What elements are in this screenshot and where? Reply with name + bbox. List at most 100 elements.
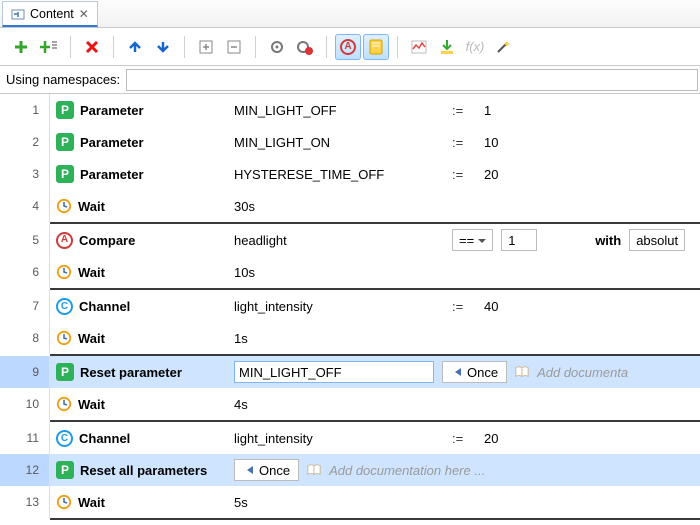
channel-icon: C: [56, 298, 73, 315]
param-name[interactable]: 5s: [234, 495, 444, 510]
clock-icon: [56, 396, 72, 412]
sequence-row[interactable]: 2PParameterMIN_LIGHT_ON:=10: [0, 126, 700, 158]
sequence-row[interactable]: 8 Wait 1s: [0, 322, 700, 354]
command-cell[interactable]: Wait: [56, 198, 226, 214]
parameter-icon: P: [56, 363, 74, 381]
skip-left-icon: [243, 464, 255, 476]
sequence-row[interactable]: 10 Wait 4s: [0, 388, 700, 420]
add-button[interactable]: [8, 34, 34, 60]
value-cell[interactable]: 10: [484, 135, 524, 150]
sequence-row[interactable]: 4Wait30s: [0, 190, 700, 222]
doc-placeholder[interactable]: Add documenta: [537, 365, 628, 380]
download-button[interactable]: [434, 34, 460, 60]
content-tab[interactable]: Content ✕: [2, 1, 98, 27]
value-cell[interactable]: 1: [484, 103, 524, 118]
move-down-button[interactable]: [150, 34, 176, 60]
command-cell[interactable]: Wait: [56, 494, 226, 510]
book-icon: [515, 365, 529, 379]
param-name[interactable]: HYSTERESE_TIME_OFF: [234, 167, 444, 182]
clock-icon: [56, 198, 72, 214]
namespaces-input[interactable]: [126, 69, 698, 91]
settings-button[interactable]: [264, 34, 290, 60]
toolbar: A f(x): [0, 28, 700, 66]
fx-button[interactable]: f(x): [462, 34, 488, 60]
value-cell[interactable]: 20: [484, 167, 524, 182]
row-number: 13: [0, 486, 50, 518]
param-name[interactable]: 30s: [234, 199, 444, 214]
sequence-row[interactable]: 12 PReset all parameters Once Add documenta…: [0, 454, 700, 486]
parameter-icon: P: [56, 101, 74, 119]
remove-button[interactable]: [221, 34, 247, 60]
command-label: Wait: [78, 265, 105, 280]
sequence-row[interactable]: 7CChannellight_intensity:=40: [0, 290, 700, 322]
row-number: 11: [0, 422, 50, 454]
command-cell[interactable]: PReset all parameters: [56, 461, 226, 479]
row-number: 1: [0, 94, 50, 126]
param-name[interactable]: 1s: [234, 331, 444, 346]
command-cell[interactable]: C Channel: [56, 298, 226, 315]
delete-button[interactable]: [79, 34, 105, 60]
sequence-row[interactable]: 11 CChannel light_intensity := 20: [0, 422, 700, 454]
param-name[interactable]: 10s: [234, 265, 444, 280]
operator-dropdown[interactable]: ==: [452, 229, 493, 251]
command-cell[interactable]: Wait: [56, 330, 226, 346]
with-value-field[interactable]: absolut: [629, 229, 685, 251]
compare-value-field[interactable]: 1: [501, 229, 537, 251]
editor-tab-bar: Content ✕: [0, 0, 700, 28]
param-name[interactable]: 4s: [234, 397, 444, 412]
command-cell[interactable]: Wait: [56, 396, 226, 412]
command-label: Channel: [79, 299, 130, 314]
param-name[interactable]: MIN_LIGHT_ON: [234, 135, 444, 150]
sequence-grid: 1PParameterMIN_LIGHT_OFF:=12PParameterMI…: [0, 94, 700, 520]
insert-button[interactable]: [193, 34, 219, 60]
parameter-icon: P: [56, 165, 74, 183]
sequence-row[interactable]: 5ACompareheadlight==1withabsolut: [0, 224, 700, 256]
row-number: 6: [0, 256, 50, 288]
command-cell[interactable]: CChannel: [56, 430, 226, 447]
sequence-row[interactable]: 6 Wait 10s: [0, 256, 700, 288]
notebook-button[interactable]: [363, 34, 389, 60]
wizard-button[interactable]: [490, 34, 516, 60]
move-up-button[interactable]: [122, 34, 148, 60]
value-cell[interactable]: 40: [484, 299, 524, 314]
namespaces-label: Using namespaces:: [6, 72, 120, 87]
sequence-row[interactable]: 9PReset parameterMIN_LIGHT_OFFOnceAdd do…: [0, 356, 700, 388]
param-name[interactable]: MIN_LIGHT_OFF: [234, 103, 444, 118]
assign-op: :=: [452, 431, 476, 446]
once-button[interactable]: Once: [234, 459, 299, 481]
row-number: 10: [0, 388, 50, 420]
row-number: 12: [0, 454, 50, 486]
command-cell[interactable]: PReset parameter: [56, 363, 226, 381]
clock-icon: [56, 494, 72, 510]
row-number: 8: [0, 322, 50, 354]
command-cell[interactable]: PParameter: [56, 133, 226, 151]
param-name[interactable]: light_intensity: [234, 431, 444, 446]
value-cell[interactable]: 20: [484, 431, 524, 446]
once-button[interactable]: Once: [442, 361, 507, 383]
close-tab-icon[interactable]: ✕: [79, 7, 89, 21]
add-sequence-button[interactable]: [36, 34, 62, 60]
param-name[interactable]: headlight: [234, 233, 444, 248]
sequence-row[interactable]: 13 Wait 5s: [0, 486, 700, 518]
clock-icon: [56, 264, 72, 280]
command-cell[interactable]: Wait: [56, 264, 226, 280]
sequence-row[interactable]: 1PParameterMIN_LIGHT_OFF:=1: [0, 94, 700, 126]
content-tab-label: Content: [30, 7, 74, 21]
command-label: Reset all parameters: [80, 463, 207, 478]
sequence-row[interactable]: 3PParameterHYSTERESE_TIME_OFF:=20: [0, 158, 700, 190]
command-cell[interactable]: ACompare: [56, 232, 226, 249]
channel-icon: C: [56, 430, 73, 447]
doc-placeholder[interactable]: Add documentation here ...: [329, 463, 485, 478]
compare-mode-button[interactable]: A: [335, 34, 361, 60]
command-cell[interactable]: PParameter: [56, 101, 226, 119]
param-name-field[interactable]: MIN_LIGHT_OFF: [234, 361, 434, 383]
analyze-button[interactable]: [406, 34, 432, 60]
clock-icon: [56, 330, 72, 346]
once-label: Once: [259, 463, 290, 478]
settings-error-button[interactable]: [292, 34, 318, 60]
content-tab-icon: [11, 7, 25, 21]
with-label: with: [595, 233, 621, 248]
param-name[interactable]: light_intensity: [234, 299, 444, 314]
command-cell[interactable]: PParameter: [56, 165, 226, 183]
row-number: 2: [0, 126, 50, 158]
